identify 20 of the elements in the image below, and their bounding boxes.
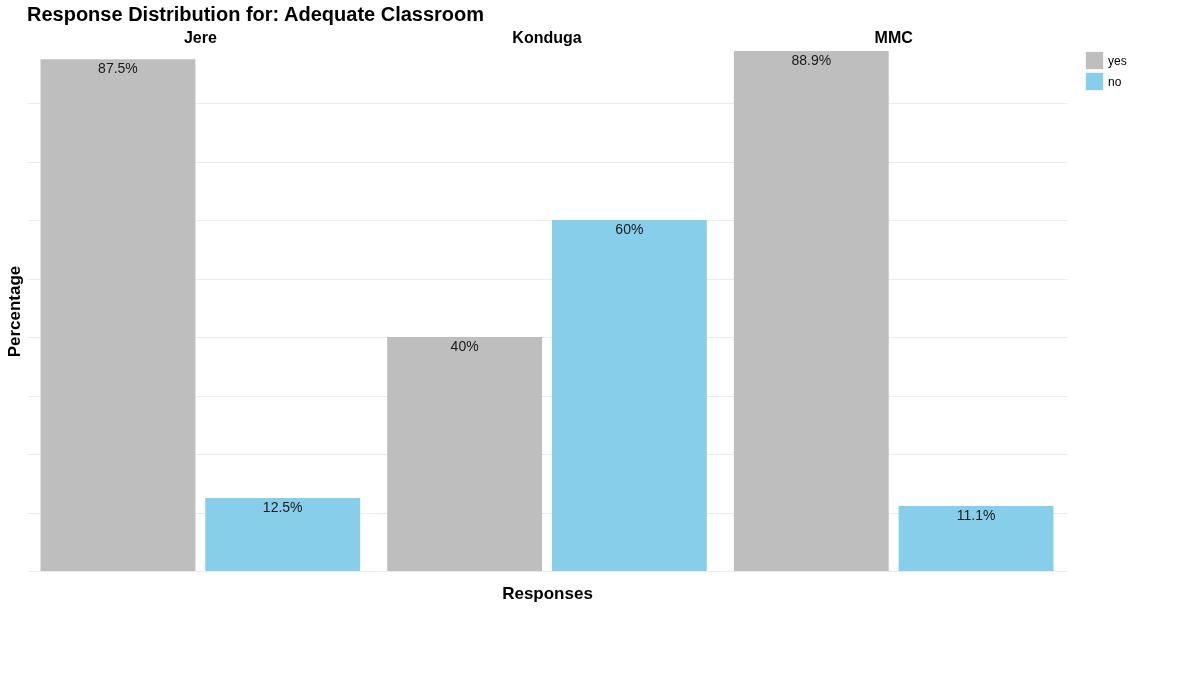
data-label: 87.5%	[98, 60, 138, 77]
legend-label: yes	[1108, 53, 1127, 68]
bar	[733, 51, 889, 571]
bar	[551, 220, 707, 571]
bar	[898, 506, 1054, 571]
y-axis-title: Percentage	[4, 265, 24, 358]
data-label: 11.1%	[956, 507, 996, 524]
data-label: 40%	[450, 338, 479, 355]
legend-label: no	[1108, 74, 1122, 89]
bar	[387, 337, 543, 571]
x-tick-label: MMC	[874, 28, 914, 46]
data-label: 12.5%	[262, 498, 303, 515]
x-tick-label: Konduga	[512, 28, 582, 46]
data-label: 60%	[615, 221, 644, 238]
bar	[40, 59, 196, 571]
data-label: 88.9%	[791, 52, 832, 68]
bar	[205, 497, 361, 571]
x-tick-label: Jere	[183, 28, 217, 46]
chart-title: Response Distribution for: Adequate Classroom	[27, 3, 485, 25]
x-axis-title: Responses	[502, 583, 593, 603]
